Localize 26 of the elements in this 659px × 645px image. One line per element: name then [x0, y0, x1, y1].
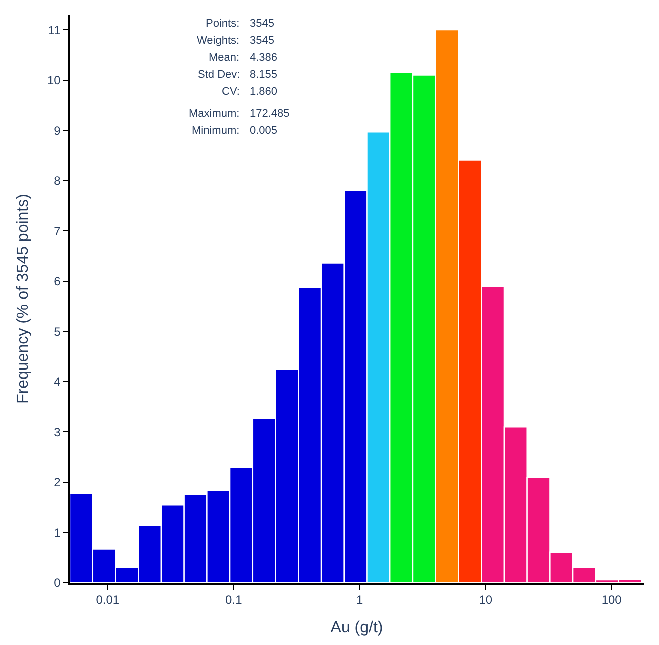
y-tick-label: 9: [54, 124, 62, 138]
y-tick-label: 5: [54, 324, 62, 339]
x-tick-label: 0.1: [226, 593, 243, 608]
y-tick-label: 1: [54, 526, 62, 540]
x-tick-label: 1: [356, 593, 364, 608]
annotation: Minimum: 0.005: [192, 125, 278, 137]
y-tick-label: 0: [54, 576, 62, 590]
x-tick-label: 10: [479, 593, 493, 608]
annotation: CV: 1.860: [222, 86, 278, 98]
annotation: Mean: 4.386: [209, 52, 278, 64]
y-tick-label: 2: [54, 476, 62, 490]
x-tick-label: 0.01: [96, 593, 120, 608]
y-tick-label: 3: [54, 425, 62, 440]
x-tick-label: 100: [602, 593, 622, 608]
annotation: Weights: 3545: [197, 35, 274, 47]
x-axis-title: Au (g/t): [330, 619, 384, 636]
y-tick-label: 11: [48, 23, 62, 38]
y-tick-label: 4: [54, 375, 62, 390]
y-tick-label: 7: [54, 224, 62, 238]
y-tick-label: 10: [47, 74, 62, 88]
annotation: Std Dev: 8.155: [198, 69, 278, 81]
y-tick-label: 6: [54, 274, 62, 289]
annotation: Points: 3545: [206, 18, 274, 30]
y-tick-label: 8: [54, 174, 62, 188]
y-axis-title: Frequency (% of 3545 points): [14, 194, 32, 404]
annotation: Maximum: 172.485: [189, 108, 290, 120]
